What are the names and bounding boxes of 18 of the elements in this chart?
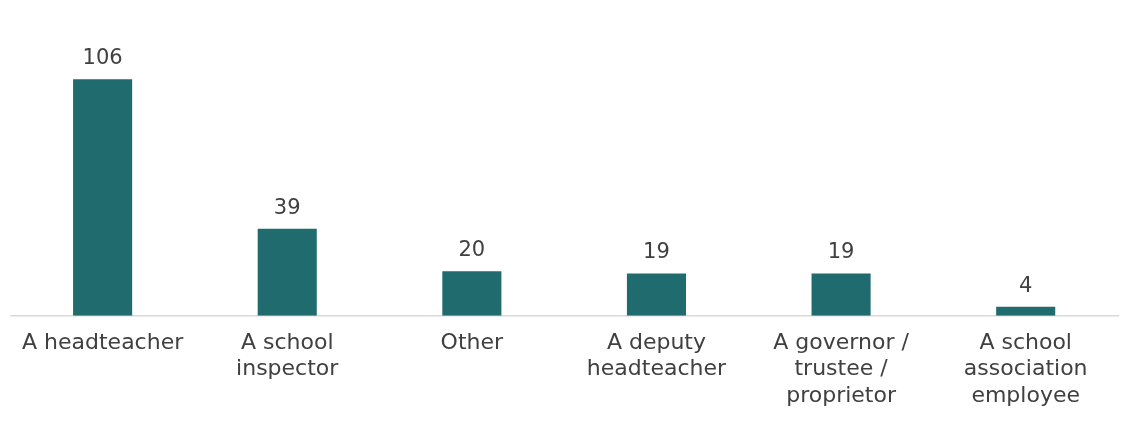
bar [73, 79, 133, 316]
bar [257, 228, 317, 316]
data-label: 20 [458, 237, 486, 262]
bar [811, 273, 871, 316]
data-label: 19 [827, 239, 855, 264]
data-label: 19 [643, 239, 670, 264]
bar [442, 271, 502, 316]
data-label: 106 [82, 45, 123, 70]
x-tick-label: A school inspector [236, 328, 340, 381]
x-tick-label: A school association employee [963, 328, 1088, 407]
x-tick-label: Other [440, 328, 505, 354]
data-label: 39 [273, 194, 301, 219]
x-tick-label: A governor / trustee / proprietor [773, 328, 910, 407]
bar [626, 273, 686, 316]
x-tick-label: A deputy headteacher [586, 328, 728, 381]
data-label: 4 [1019, 272, 1033, 297]
bar [996, 306, 1056, 316]
x-tick-label: A headteacher [22, 328, 185, 354]
